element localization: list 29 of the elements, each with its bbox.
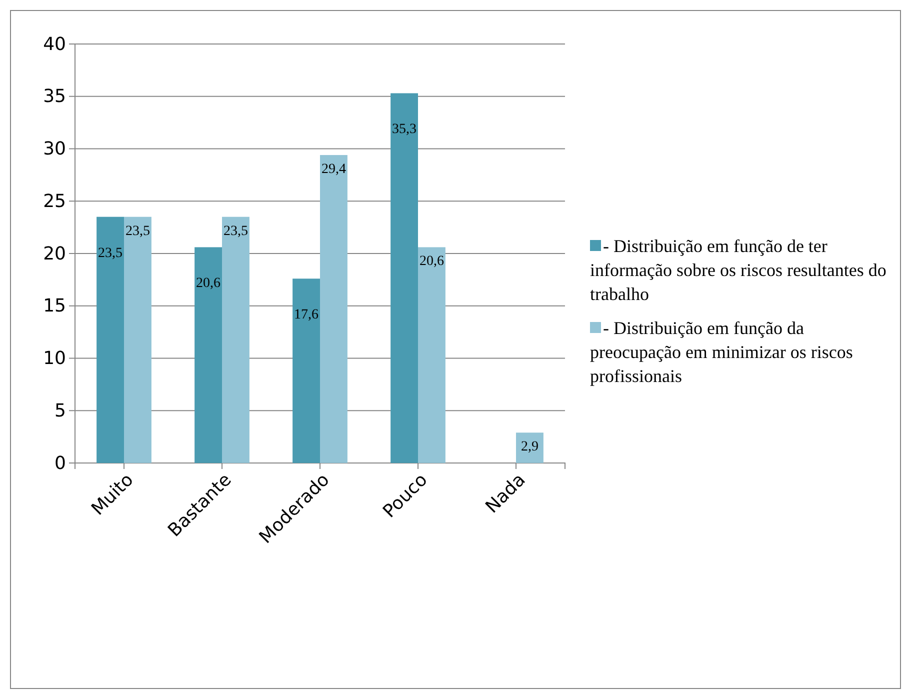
data-label: 17,6 [294,308,319,323]
bar [320,155,348,463]
y-tick-label: 0 [54,452,66,474]
legend-label: - Distribuição em função da preocupação em minimizar os riscos profissionais [590,318,853,386]
bar [390,93,418,463]
bar [292,278,320,463]
y-tick-label: 35 [43,86,66,108]
y-tick-label: 40 [43,34,66,55]
bar [222,216,250,463]
y-tick-label: 25 [43,190,66,212]
data-label: 23,5 [98,246,123,261]
data-label: 35,3 [392,122,417,138]
data-label: 23,5 [125,224,150,239]
bar [96,216,124,463]
y-tick-label: 15 [43,296,66,317]
data-label: 2,9 [520,440,538,455]
bar [418,247,446,463]
bar [194,247,222,463]
data-label: 20,6 [419,254,444,270]
data-label: 29,4 [321,162,346,178]
legend-label: - Distribuição em função de ter informação sobre os riscos resultantes do trabalho [590,236,886,304]
y-tick-label: 30 [43,138,66,160]
y-tick-label: 5 [54,400,66,422]
bar [124,216,152,463]
bar [516,432,544,463]
data-label: 23,5 [223,224,248,239]
data-label: 20,6 [196,276,221,292]
y-tick-label: 20 [43,243,66,264]
y-tick-label: 10 [43,348,66,370]
